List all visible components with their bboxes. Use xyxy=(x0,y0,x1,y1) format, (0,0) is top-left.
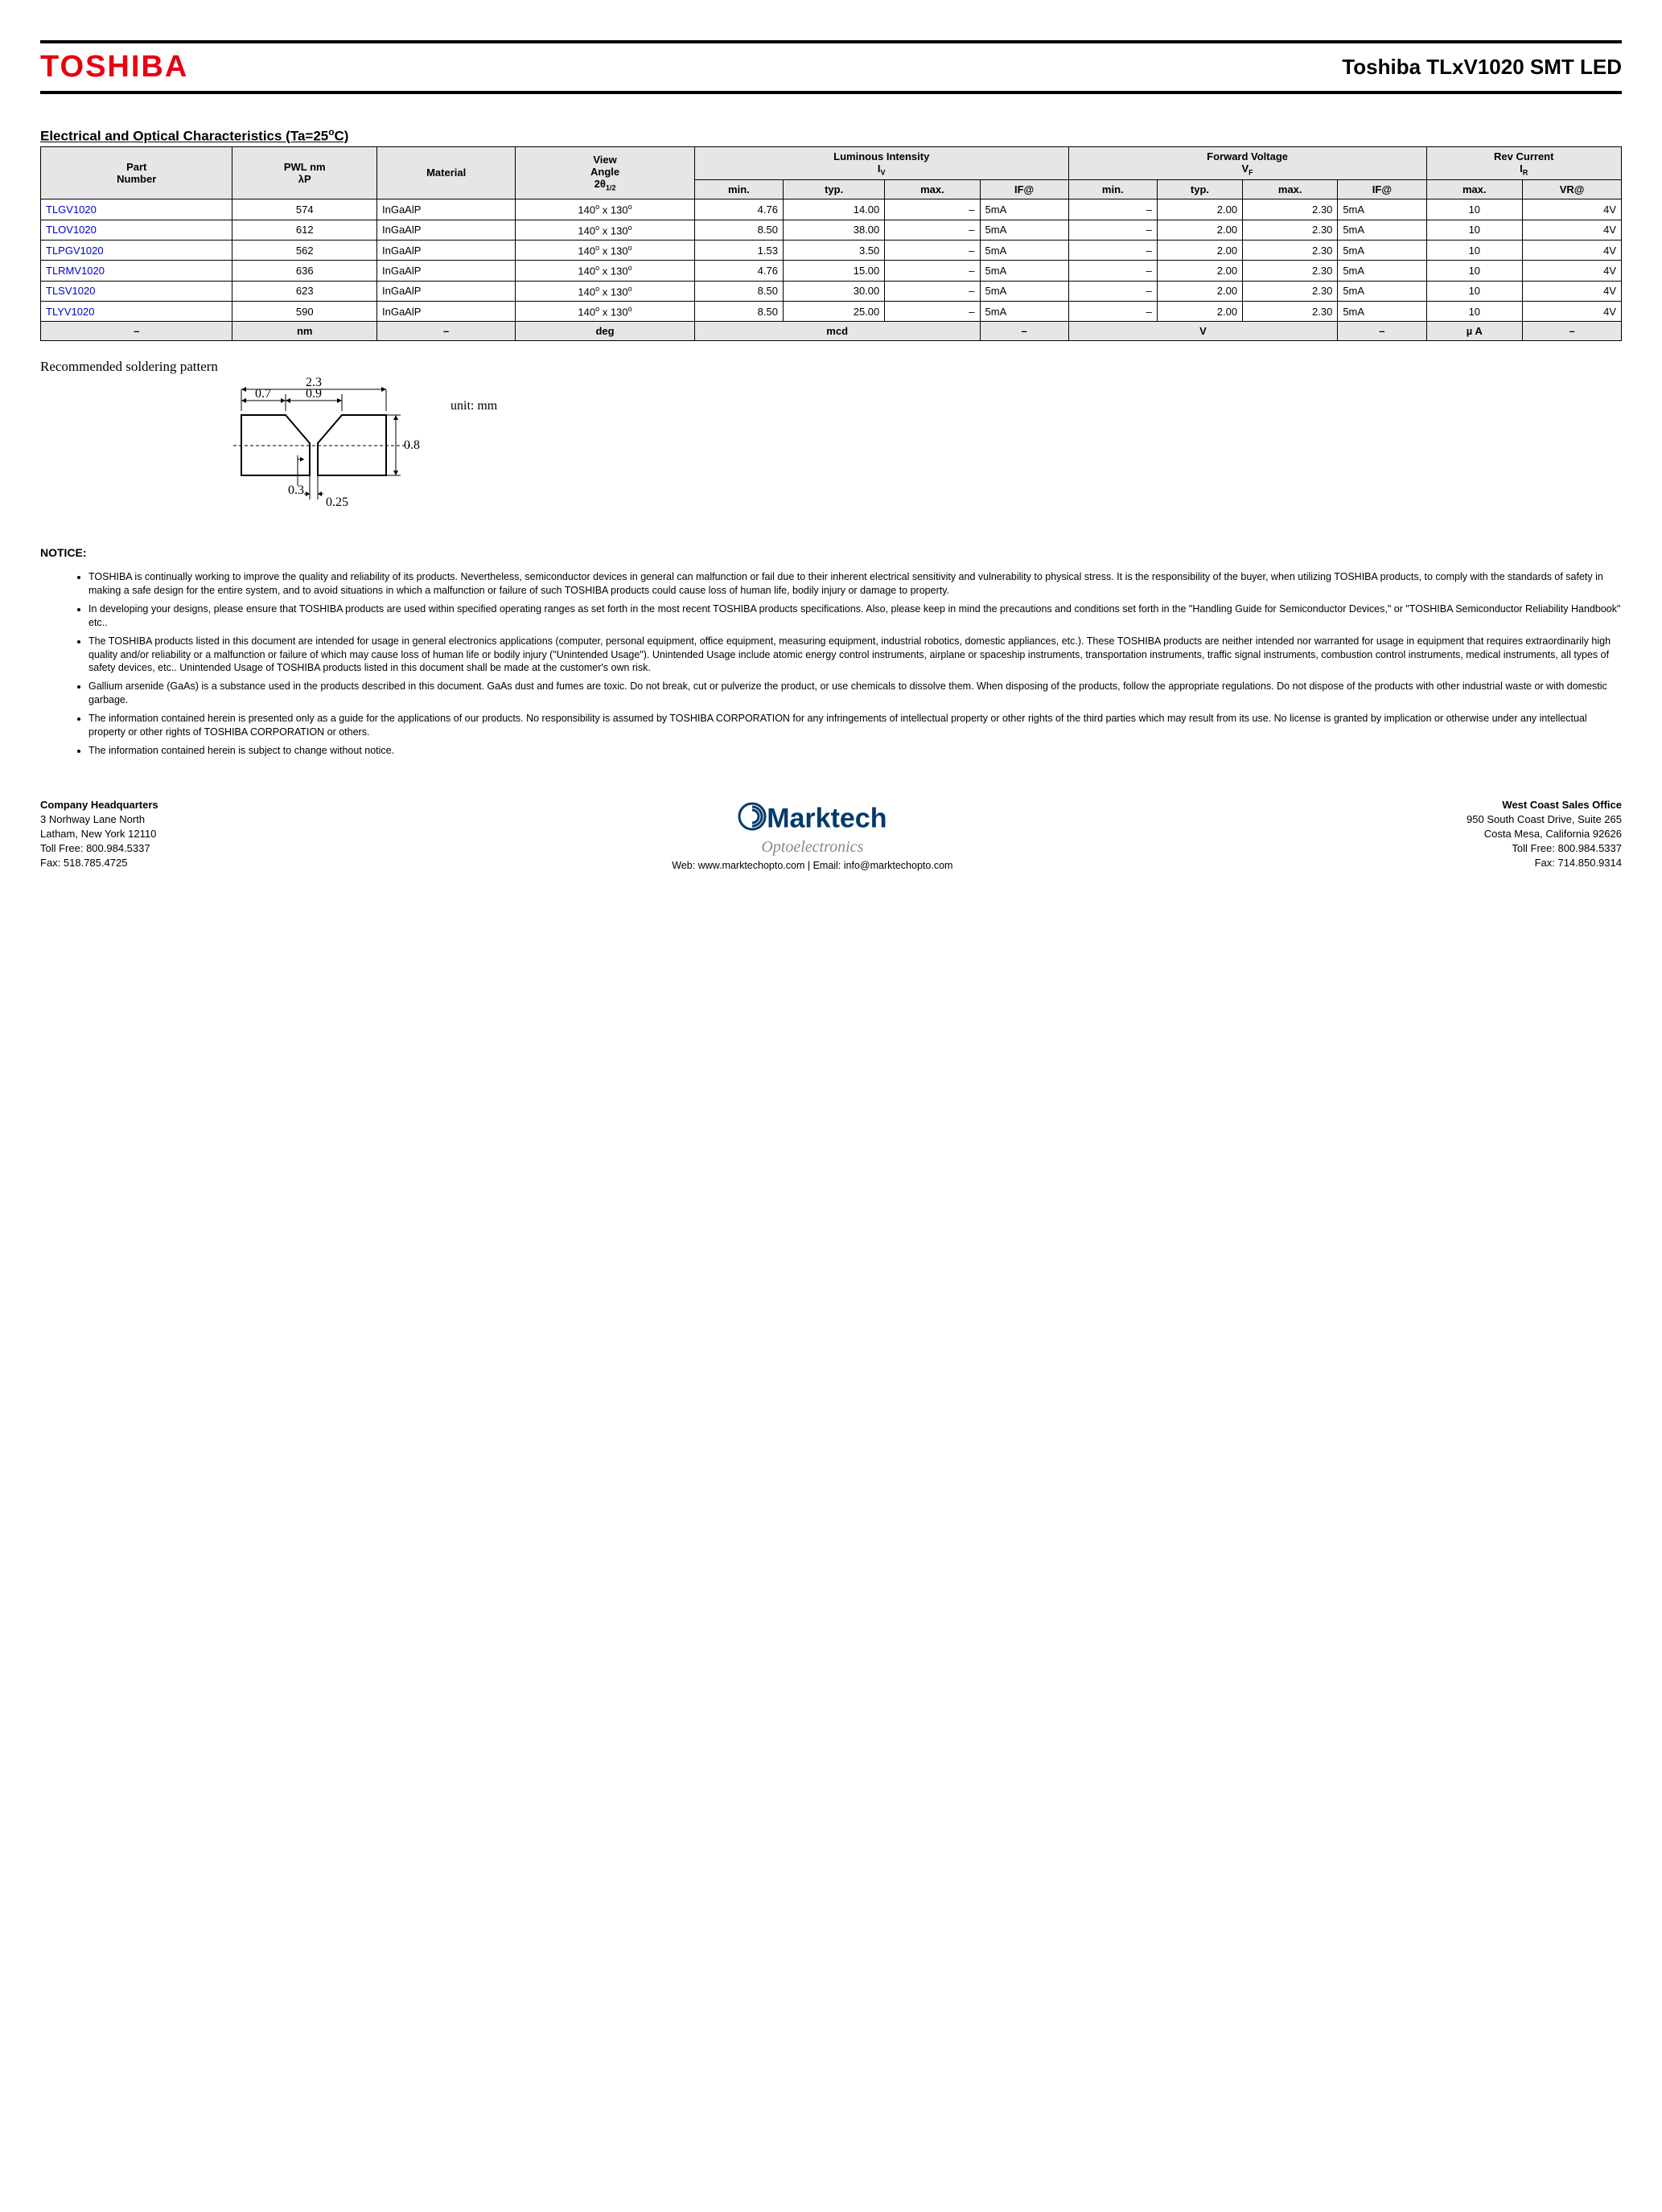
footer: Company Headquarters 3 Norhway Lane Nort… xyxy=(40,798,1622,871)
notice-item: TOSHIBA is continually working to improv… xyxy=(88,570,1622,598)
notice-title: NOTICE: xyxy=(40,546,1622,559)
marktech-contact: Web: www.marktechopto.com | Email: info@… xyxy=(672,860,952,871)
solder-diagram: 2.3 0.7 0.9 xyxy=(40,375,1622,514)
solder-caption: Recommended soldering pattern xyxy=(40,359,1622,375)
marktech-swirl-icon xyxy=(738,802,767,838)
svg-text:0.7: 0.7 xyxy=(255,387,271,401)
svg-text:0.9: 0.9 xyxy=(306,387,322,401)
table-row: TLRMV1020636InGaAlP140o x 130o4.7615.00–… xyxy=(41,261,1622,281)
notice-item: The information contained herein is pres… xyxy=(88,712,1622,739)
table-row: TLPGV1020562InGaAlP140o x 130o1.533.50–5… xyxy=(41,240,1622,260)
characteristics-table: PartNumberPWL nmλPMaterialViewAngle2θ1/2… xyxy=(40,146,1622,342)
part-link[interactable]: TLOV1020 xyxy=(41,220,232,240)
notice-list: TOSHIBA is continually working to improv… xyxy=(88,570,1622,758)
table-row: TLSV1020623InGaAlP140o x 130o8.5030.00–5… xyxy=(41,281,1622,301)
part-link[interactable]: TLYV1020 xyxy=(41,301,232,321)
table-row: TLOV1020612InGaAlP140o x 130o8.5038.00–5… xyxy=(41,220,1622,240)
part-link[interactable]: TLSV1020 xyxy=(41,281,232,301)
notice-item: The TOSHIBA products listed in this docu… xyxy=(88,635,1622,676)
part-link[interactable]: TLRMV1020 xyxy=(41,261,232,281)
unit-label: unit: mm xyxy=(450,399,497,413)
units-row: –nm–degmcd–V–µ A– xyxy=(41,322,1622,341)
part-link[interactable]: TLPGV1020 xyxy=(41,240,232,260)
notice-item: The information contained herein is subj… xyxy=(88,744,1622,758)
svg-text:0.8: 0.8 xyxy=(404,438,420,452)
svg-text:0.25: 0.25 xyxy=(326,495,348,509)
marktech-subtitle: Optoelectronics xyxy=(672,838,952,857)
notice-item: Gallium arsenide (GaAs) is a substance u… xyxy=(88,680,1622,707)
toshiba-logo: TOSHIBA xyxy=(40,50,188,84)
section-title: Electrical and Optical Characteristics (… xyxy=(40,126,1622,145)
notice-item: In developing your designs, please ensur… xyxy=(88,602,1622,630)
table-row: TLGV1020574InGaAlP140o x 130o4.7614.00–5… xyxy=(41,199,1622,220)
svg-text:0.3: 0.3 xyxy=(288,483,304,497)
header-bar: TOSHIBA Toshiba TLxV1020 SMT LED xyxy=(40,40,1622,94)
product-title: Toshiba TLxV1020 SMT LED xyxy=(1342,55,1622,80)
marktech-block: Marktech Optoelectronics Web: www.markte… xyxy=(672,802,952,871)
table-row: TLYV1020590InGaAlP140o x 130o8.5025.00–5… xyxy=(41,301,1622,321)
hq-address: Company Headquarters 3 Norhway Lane Nort… xyxy=(40,798,158,871)
wc-address: West Coast Sales Office 950 South Coast … xyxy=(1467,798,1622,871)
part-link[interactable]: TLGV1020 xyxy=(41,199,232,220)
